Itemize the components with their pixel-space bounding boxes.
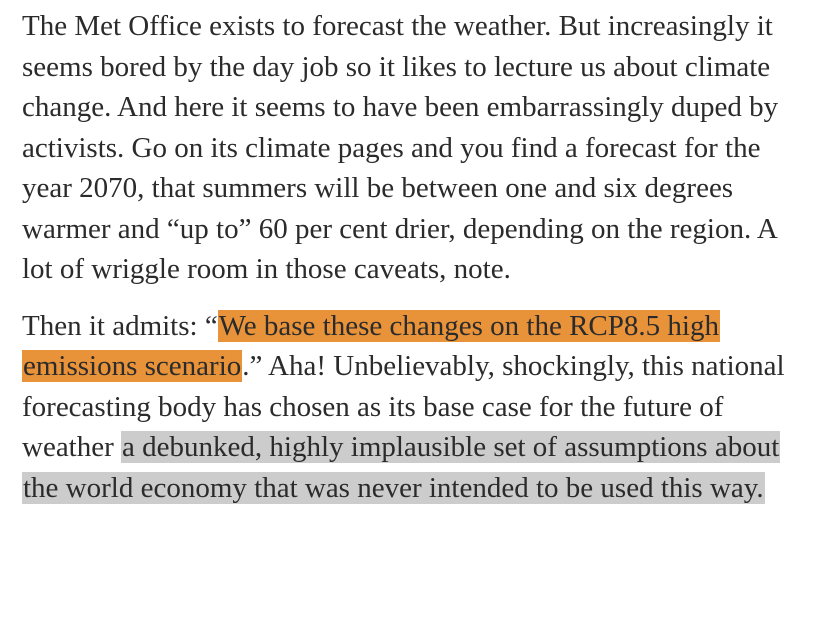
paragraph-2-middle: .” Aha! Unbelievably, shockingly, this n… [22, 350, 785, 463]
paragraph-2: Then it admits: “We base these changes o… [22, 306, 812, 509]
paragraph-1: The Met Office exists to forecast the we… [22, 10, 779, 285]
paragraph-2-lead: Then it admits: “ [22, 309, 218, 342]
highlighted-assumptions: a debunked, highly implausible set of as… [22, 431, 781, 504]
article-body: The Met Office exists to forecast the we… [22, 6, 812, 508]
